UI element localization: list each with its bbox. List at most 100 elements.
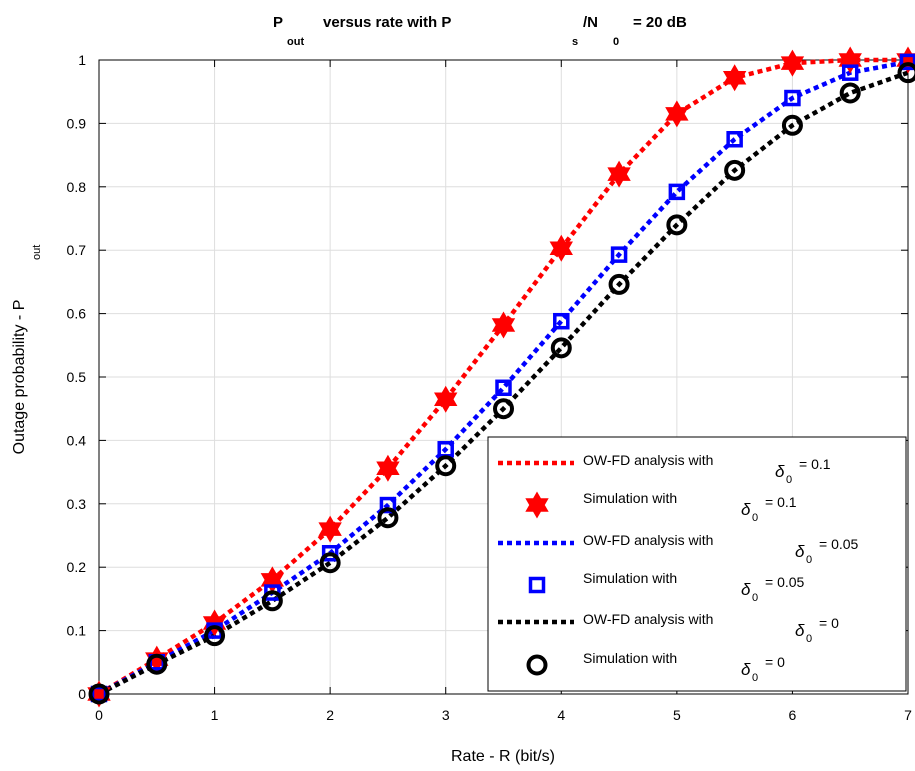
y-tick-label: 0.4 — [67, 432, 87, 448]
data-point-circle — [666, 214, 688, 236]
data-point-circle — [550, 337, 572, 359]
legend-label: Simulation with — [583, 650, 677, 666]
data-point-square — [553, 312, 570, 330]
y-tick-labels: 0 0.1 0.2 0.3 0.4 0.5 0.6 0.7 0.8 0.9 1 — [67, 52, 87, 702]
y-tick-label: 1 — [78, 52, 86, 68]
legend-entry: OW-FD analysis with δ 0 = 0.1 — [498, 452, 831, 486]
x-tick-label: 1 — [211, 707, 219, 723]
y-tick-label: 0.1 — [67, 623, 87, 639]
legend-box — [487, 436, 907, 692]
title-zero-subscript: 0 — [613, 36, 619, 48]
data-point-square — [668, 183, 686, 201]
y-tick-label: 0.7 — [67, 242, 87, 258]
series-line-2 — [97, 59, 909, 696]
legend-delta-value: = 0 — [819, 615, 839, 631]
legend-entry: Simulation with δ 0 = 0 — [526, 650, 785, 684]
legend-marker-swatch — [528, 576, 546, 594]
legend-delta-subscript: 0 — [786, 474, 792, 486]
data-point-square — [610, 246, 628, 263]
y-tick-label: 0.6 — [67, 306, 87, 322]
legend-delta-symbol: δ — [741, 660, 751, 679]
data-point-square — [841, 64, 859, 81]
data-point-circle — [146, 653, 168, 675]
y-tick-label: 0.3 — [67, 496, 87, 512]
legend-label: OW-FD analysis with — [583, 452, 713, 468]
plot-frame — [98, 59, 909, 695]
y-tick-label: 0.8 — [67, 179, 87, 195]
y-axis-label-subscript: out — [31, 245, 43, 260]
data-point-square — [495, 379, 512, 397]
legend-delta-value: = 0 — [765, 654, 785, 670]
y-axis-label: Outage probability - P — [11, 300, 28, 455]
legend-label: OW-FD analysis with — [583, 532, 713, 548]
y-tick-label: 0.9 — [67, 115, 87, 131]
x-axis-label: Rate - R (bit/s) — [451, 748, 555, 765]
data-point-square — [321, 545, 339, 562]
title-p: P — [273, 14, 283, 31]
legend-label: Simulation with — [583, 570, 677, 586]
y-axis-label-group: Outage probability - P out — [11, 245, 43, 455]
data-point-circle — [608, 273, 630, 295]
x-tick-label: 0 — [95, 707, 103, 723]
legend-entry: Simulation with δ 0 = 0.1 — [525, 490, 797, 524]
y-tick-label: 0.5 — [67, 369, 87, 385]
x-tick-labels: 0 1 2 3 4 5 6 7 — [95, 707, 912, 723]
title-end: = 20 dB — [633, 14, 687, 31]
data-point-circle — [204, 625, 226, 647]
data-point-hexagram — [665, 100, 689, 128]
data-point-square — [784, 89, 801, 107]
data-point-hexagram — [491, 311, 516, 339]
y-tick-label: 0.2 — [67, 559, 87, 575]
legend-entry: Simulation with δ 0 = 0.05 — [528, 570, 805, 604]
title-s-subscript: s — [572, 36, 578, 48]
legend-marker-swatch — [526, 654, 548, 676]
data-point-square — [379, 496, 397, 514]
data-point-circle — [435, 455, 457, 477]
data-point-circle — [724, 159, 746, 181]
chart-title: P out versus rate with P s /N 0 = 20 dB — [273, 14, 687, 49]
y-tick-label: 0 — [78, 686, 86, 702]
data-point-circle — [493, 398, 514, 420]
legend-delta-symbol: δ — [795, 621, 805, 640]
data-point-hexagram — [722, 64, 747, 92]
series-line-4 — [97, 70, 909, 696]
legend-label: Simulation with — [583, 490, 677, 506]
legend-delta-subscript: 0 — [752, 592, 758, 604]
title-middle: versus rate with P — [323, 14, 451, 31]
legend-delta-symbol: δ — [741, 500, 751, 519]
legend-delta-symbol: δ — [795, 542, 805, 561]
data-point-circle — [897, 62, 915, 84]
data-point-circle — [261, 590, 283, 612]
data-point-circle — [377, 507, 399, 529]
legend-label: OW-FD analysis with — [583, 611, 713, 627]
legend-delta-subscript: 0 — [752, 512, 758, 524]
data-point-circle — [88, 683, 110, 705]
x-tick-label: 5 — [673, 707, 681, 723]
data-point-hexagram — [780, 49, 805, 77]
legend-marker-swatch — [525, 491, 549, 519]
data-point-circle — [319, 552, 341, 574]
legend-delta-value: = 0.05 — [765, 574, 805, 590]
legend-delta-symbol: δ — [741, 580, 751, 599]
data-point-circle — [781, 114, 803, 136]
data-point-hexagram — [376, 454, 400, 482]
data-point-hexagram — [549, 234, 573, 262]
legend-delta-symbol: δ — [775, 462, 785, 481]
legend-delta-subscript: 0 — [752, 672, 758, 684]
data-point-hexagram — [607, 160, 631, 188]
data-point-circle — [839, 82, 861, 104]
legend-delta-value: = 0.1 — [765, 494, 797, 510]
series-layer — [87, 46, 915, 708]
x-tick-label: 7 — [904, 707, 912, 723]
title-out-subscript: out — [287, 36, 304, 48]
data-point-hexagram — [318, 515, 342, 543]
data-point-hexagram — [434, 385, 458, 413]
legend-delta-value: = 0.1 — [799, 456, 831, 472]
x-tick-label: 6 — [789, 707, 797, 723]
legend-entry: OW-FD analysis with δ 0 = 0 — [498, 611, 839, 645]
legend-delta-subscript: 0 — [806, 633, 812, 645]
data-point-square — [726, 131, 743, 148]
x-tick-label: 2 — [326, 707, 334, 723]
legend-entry: OW-FD analysis with δ 0 = 0.05 — [498, 532, 859, 566]
